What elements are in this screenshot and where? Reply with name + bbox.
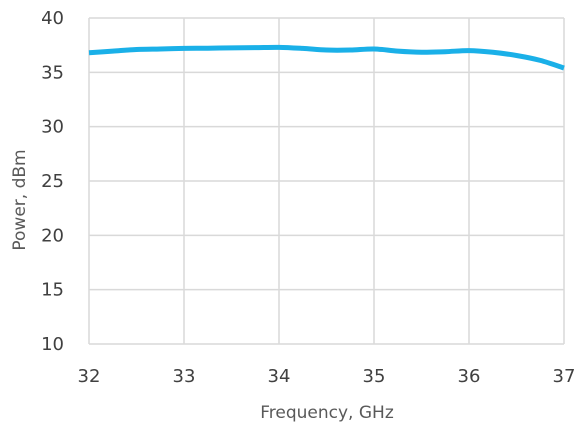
- y-tick-label: 30: [41, 117, 64, 138]
- series-layer: [88, 44, 565, 71]
- x-tick-label: 37: [553, 366, 576, 387]
- grid: [88, 17, 565, 345]
- y-tick-label: 20: [41, 225, 64, 246]
- x-tick-label: 34: [268, 366, 291, 387]
- y-tick-label: 40: [41, 8, 64, 29]
- x-axis-label: Frequency, GHz: [260, 403, 394, 423]
- series-line: [88, 44, 565, 71]
- x-tick-label: 32: [78, 366, 101, 387]
- tick-labels: 32 33 34 35 36 37 10 15 20 25 30 35 40: [41, 8, 575, 387]
- y-tick-label: 10: [41, 334, 64, 355]
- y-tick-label: 15: [41, 280, 64, 301]
- x-tick-label: 33: [173, 366, 196, 387]
- y-tick-label: 25: [41, 171, 64, 192]
- x-tick-label: 35: [363, 366, 386, 387]
- y-tick-label: 35: [41, 62, 64, 83]
- y-axis-label: Power, dBm: [10, 149, 30, 250]
- x-tick-label: 36: [458, 366, 481, 387]
